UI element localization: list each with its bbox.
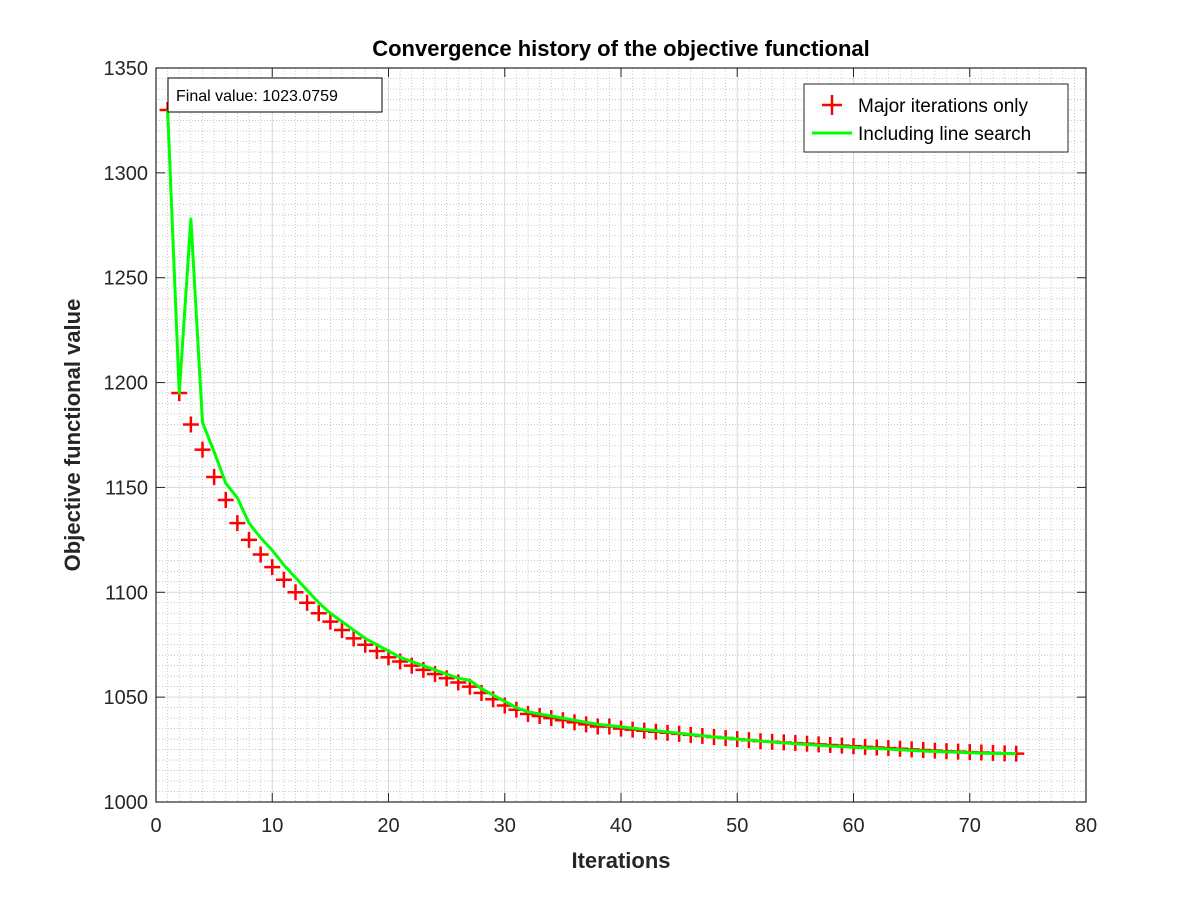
major-iteration-marker (345, 630, 362, 647)
y-tick-label: 1000 (104, 792, 149, 814)
major-iteration-marker (252, 546, 269, 563)
legend-label-linesearch: Including line search (858, 124, 1031, 145)
chart-title: Convergence history of the objective fun… (372, 36, 870, 61)
y-tick-labels: 1000 1050 1100 1150 1200 1250 1300 1350 (104, 58, 149, 814)
x-tick-label: 30 (494, 815, 516, 837)
major-iteration-marker (264, 559, 281, 576)
annotation-box: Final value: 1023.0759 (167, 77, 383, 113)
series-line-search (166, 109, 1017, 756)
legend-label-major: Major iterations only (858, 96, 1029, 117)
x-tick-label: 50 (726, 815, 748, 837)
major-iteration-marker (322, 613, 339, 630)
y-tick-label: 1250 (104, 268, 149, 290)
major-iteration-marker (241, 531, 257, 548)
x-axis-title: Iterations (571, 848, 670, 873)
series-layer (159, 101, 1025, 762)
x-tick-label: 60 (842, 815, 864, 837)
tick-marks (155, 67, 1087, 803)
x-tick-label: 70 (959, 815, 981, 837)
major-iteration-marker (334, 622, 350, 639)
y-tick-label: 1100 (105, 582, 148, 604)
x-tick-label: 20 (377, 815, 399, 837)
major-iteration-marker (217, 492, 234, 509)
major-iteration-marker (299, 594, 316, 611)
y-tick-label: 1150 (105, 477, 148, 499)
x-tick-label: 0 (150, 815, 161, 837)
y-tick-label: 1300 (104, 163, 149, 185)
y-tick-label: 1050 (104, 687, 149, 709)
x-tick-label: 10 (261, 815, 283, 837)
legend-frame (803, 83, 1069, 153)
legend-marker-major (822, 95, 842, 115)
major-iteration-marker (229, 515, 246, 532)
x-tick-label: 80 (1075, 815, 1097, 837)
major-iteration-marker (275, 571, 292, 588)
major-iteration-marker (194, 441, 211, 458)
major-iteration-marker (287, 584, 304, 601)
major-iteration-marker (182, 416, 199, 433)
x-tick-label: 40 (610, 815, 632, 837)
annotation-text: Final value: 1023.0759 (176, 88, 338, 105)
y-axis-title: Objective functional value (60, 299, 85, 572)
major-iteration-marker (310, 605, 327, 622)
x-tick-labels: 0 10 20 30 40 50 60 70 80 (150, 815, 1097, 837)
y-tick-label: 1350 (104, 58, 149, 80)
legend: Major iterations only Including line sea… (803, 83, 1069, 153)
major-iteration-marker (206, 468, 223, 485)
annotation-frame (167, 77, 383, 113)
y-tick-label: 1200 (104, 373, 149, 395)
